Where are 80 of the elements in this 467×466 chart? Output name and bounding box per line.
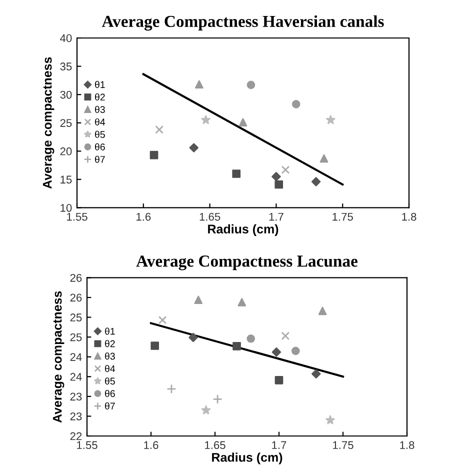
- x-tick-label: 1.55: [77, 441, 98, 450]
- point: [201, 405, 211, 414]
- y-tick-label: 15: [60, 176, 72, 184]
- point: [246, 80, 256, 90]
- x-tick-label: 1.8: [400, 441, 414, 450]
- x-tick-label: 1.8: [402, 212, 416, 221]
- point: [326, 415, 335, 424]
- point: [158, 316, 167, 324]
- legend-label: θ1: [95, 80, 105, 88]
- y-tick-label: 22: [70, 432, 82, 440]
- legend-label: θ7: [105, 402, 115, 410]
- point: [155, 125, 164, 134]
- point: [212, 394, 222, 404]
- x-axis-title: Radius (cm): [208, 224, 278, 236]
- x-tick-label: 1.75: [333, 441, 354, 450]
- y-tick-label: 24: [70, 353, 82, 361]
- legend-label: θ4: [95, 118, 106, 126]
- point: [281, 166, 290, 174]
- y-tick-label: 30: [60, 90, 72, 99]
- legend-label: θ6: [105, 390, 115, 398]
- y-axis-title: Average compactness: [42, 57, 54, 189]
- point: [150, 342, 160, 350]
- point: [232, 342, 241, 350]
- x-tick-label: 1.6: [136, 212, 151, 221]
- point: [166, 384, 176, 394]
- point: [311, 177, 321, 186]
- legend-label: θ3: [105, 352, 115, 360]
- point: [189, 143, 198, 152]
- legend-label: θ2: [105, 340, 115, 348]
- point: [238, 298, 246, 306]
- point: [281, 332, 290, 340]
- legend-label: θ6: [95, 143, 105, 150]
- y-tick-label: 25: [70, 333, 82, 342]
- x-axis-title: Radius (cm): [212, 452, 282, 464]
- x-tick-label: 1.7: [272, 441, 286, 449]
- x-tick-label: 1.7: [269, 212, 284, 221]
- y-tick-label: 20: [60, 147, 72, 156]
- legend-label: θ3: [95, 106, 105, 113]
- point: [291, 346, 300, 356]
- chart-title: Average Compactness Haversian canals: [102, 15, 384, 31]
- y-tick-label: 25: [60, 119, 72, 127]
- y-tick-label: 26: [70, 294, 82, 302]
- point: [274, 180, 284, 189]
- point: [326, 115, 336, 124]
- point: [195, 80, 204, 89]
- x-tick-label: 1.75: [332, 212, 353, 221]
- y-tick-label: 23: [70, 392, 82, 401]
- point: [274, 376, 284, 384]
- x-tick-label: 1.65: [200, 212, 220, 221]
- point: [194, 296, 203, 304]
- x-tick-label: 1.55: [67, 212, 88, 221]
- point: [272, 172, 281, 182]
- point: [292, 100, 300, 108]
- point: [246, 334, 256, 343]
- y-tick-label: 10: [60, 204, 72, 212]
- legend-label: θ4: [105, 364, 116, 372]
- y-tick-label: 25: [70, 314, 82, 322]
- legend-label: θ7: [95, 156, 105, 163]
- x-tick-label: 1.6: [144, 441, 158, 450]
- point: [201, 115, 210, 124]
- legend-label: θ5: [105, 377, 115, 385]
- y-tick-label: 23: [70, 412, 82, 420]
- y-tick-label: 35: [60, 62, 72, 70]
- point: [232, 170, 241, 178]
- point: [272, 347, 282, 357]
- point: [150, 150, 158, 160]
- x-tick-label: 1.65: [205, 441, 226, 450]
- legend-label: θ2: [95, 93, 105, 101]
- y-tick-label: 24: [70, 372, 82, 381]
- legend-label: θ5: [95, 130, 105, 138]
- point: [320, 154, 328, 163]
- chart-title: Average Compactness Lacunae: [136, 256, 358, 270]
- y-axis-title: Average compactness: [52, 291, 64, 423]
- y-tick-label: 40: [60, 34, 72, 42]
- y-tick-label: 26: [70, 274, 82, 282]
- point: [238, 118, 248, 126]
- legend-label: θ1: [105, 328, 115, 335]
- point: [311, 369, 321, 378]
- point: [188, 332, 198, 342]
- point: [318, 306, 327, 316]
